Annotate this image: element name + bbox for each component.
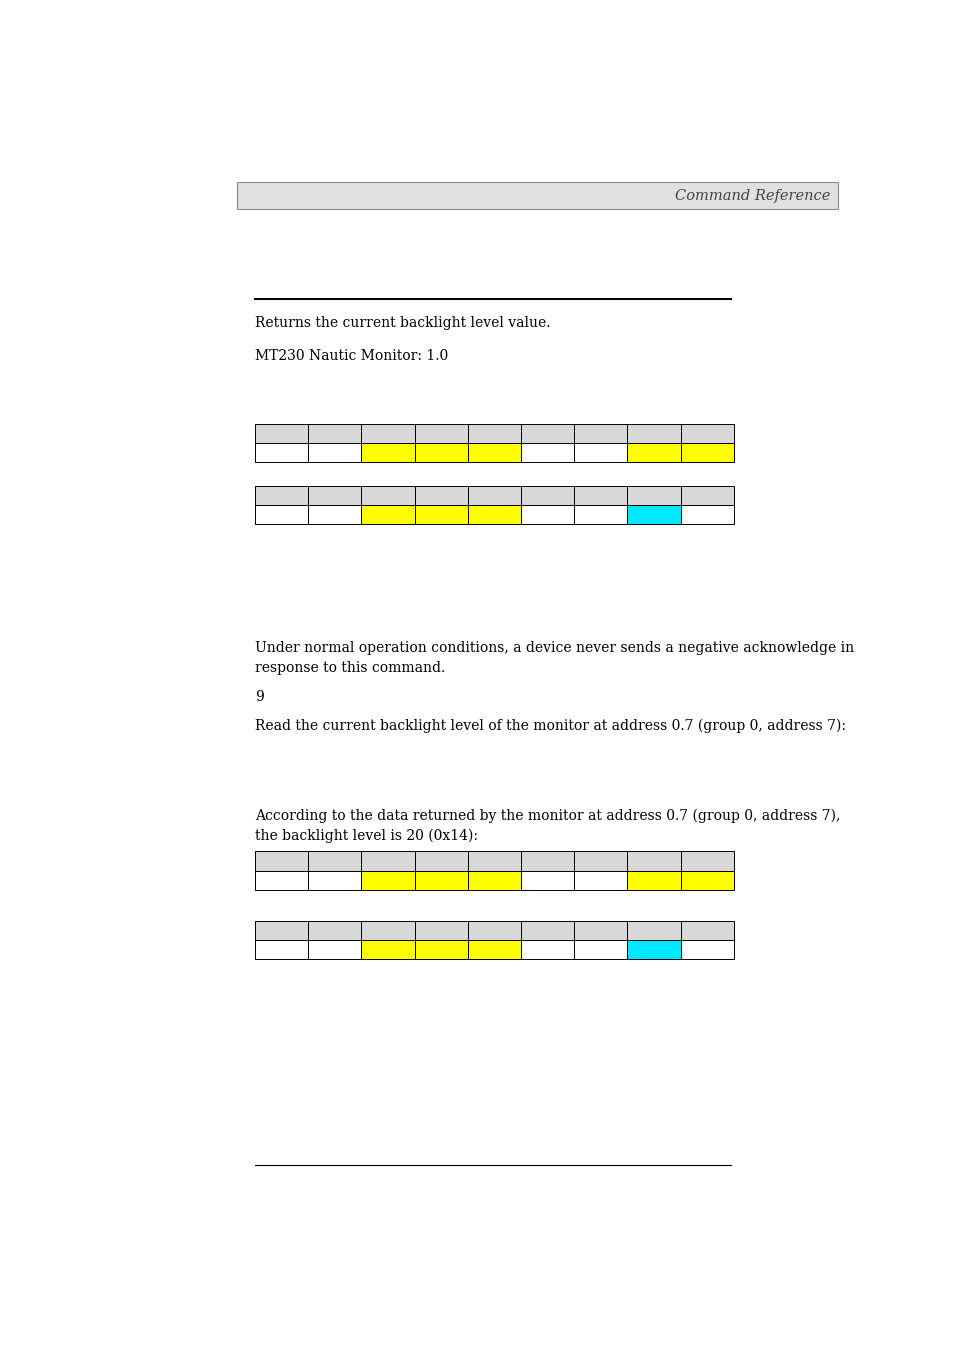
Bar bbox=[467, 920, 520, 940]
Text: Read the current backlight level of the monitor at address 0.7 (group 0, address: Read the current backlight level of the … bbox=[254, 719, 845, 734]
Text: According to the data returned by the monitor at address 0.7 (group 0, address 7: According to the data returned by the mo… bbox=[254, 809, 840, 843]
Bar bbox=[679, 505, 733, 524]
Bar bbox=[520, 870, 574, 890]
Bar bbox=[574, 485, 627, 505]
Bar bbox=[254, 920, 308, 940]
Bar bbox=[467, 940, 520, 959]
Bar bbox=[627, 870, 679, 890]
Bar bbox=[361, 870, 415, 890]
Bar bbox=[627, 485, 679, 505]
Bar bbox=[627, 424, 679, 443]
Bar bbox=[520, 920, 574, 940]
Bar bbox=[254, 443, 308, 462]
Bar bbox=[308, 870, 361, 890]
Text: Command Reference: Command Reference bbox=[674, 189, 829, 203]
Bar bbox=[467, 505, 520, 524]
Bar bbox=[254, 424, 308, 443]
Bar bbox=[520, 485, 574, 505]
Bar bbox=[308, 920, 361, 940]
Bar bbox=[574, 505, 627, 524]
Bar bbox=[308, 424, 361, 443]
Text: MT230 Nautic Monitor: 1.0: MT230 Nautic Monitor: 1.0 bbox=[254, 349, 448, 363]
Bar bbox=[679, 920, 733, 940]
Bar bbox=[415, 443, 467, 462]
Bar bbox=[415, 424, 467, 443]
Bar bbox=[679, 485, 733, 505]
Bar bbox=[254, 870, 308, 890]
Bar bbox=[308, 443, 361, 462]
Bar bbox=[415, 851, 467, 870]
Bar bbox=[520, 443, 574, 462]
Bar bbox=[627, 851, 679, 870]
Bar bbox=[415, 920, 467, 940]
Bar bbox=[467, 424, 520, 443]
Bar bbox=[574, 940, 627, 959]
Bar bbox=[627, 940, 679, 959]
Bar bbox=[361, 443, 415, 462]
Text: 9: 9 bbox=[254, 689, 263, 704]
Bar bbox=[520, 940, 574, 959]
Bar bbox=[520, 505, 574, 524]
Bar bbox=[574, 443, 627, 462]
Bar bbox=[236, 182, 837, 209]
Bar bbox=[308, 485, 361, 505]
Bar bbox=[254, 940, 308, 959]
Bar bbox=[467, 485, 520, 505]
Bar bbox=[415, 485, 467, 505]
Bar bbox=[361, 485, 415, 505]
Bar bbox=[679, 443, 733, 462]
Bar bbox=[627, 443, 679, 462]
Bar bbox=[254, 505, 308, 524]
Bar bbox=[467, 443, 520, 462]
Bar bbox=[467, 851, 520, 870]
Bar bbox=[415, 870, 467, 890]
Bar bbox=[520, 851, 574, 870]
Bar bbox=[627, 920, 679, 940]
Bar bbox=[415, 505, 467, 524]
Bar bbox=[679, 851, 733, 870]
Bar bbox=[520, 424, 574, 443]
Bar bbox=[627, 505, 679, 524]
Bar bbox=[361, 851, 415, 870]
Bar bbox=[679, 870, 733, 890]
Bar bbox=[361, 920, 415, 940]
Bar bbox=[361, 505, 415, 524]
Bar bbox=[308, 851, 361, 870]
Bar bbox=[361, 940, 415, 959]
Bar bbox=[308, 505, 361, 524]
Bar bbox=[574, 424, 627, 443]
Bar bbox=[679, 424, 733, 443]
Text: Under normal operation conditions, a device never sends a negative acknowledge i: Under normal operation conditions, a dev… bbox=[254, 642, 853, 674]
Bar bbox=[415, 940, 467, 959]
Bar bbox=[574, 851, 627, 870]
Bar bbox=[361, 424, 415, 443]
Bar bbox=[679, 940, 733, 959]
Bar bbox=[467, 870, 520, 890]
Bar bbox=[308, 940, 361, 959]
Text: Returns the current backlight level value.: Returns the current backlight level valu… bbox=[254, 316, 550, 330]
Bar bbox=[574, 870, 627, 890]
Bar bbox=[254, 851, 308, 870]
Bar bbox=[254, 485, 308, 505]
Bar bbox=[574, 920, 627, 940]
